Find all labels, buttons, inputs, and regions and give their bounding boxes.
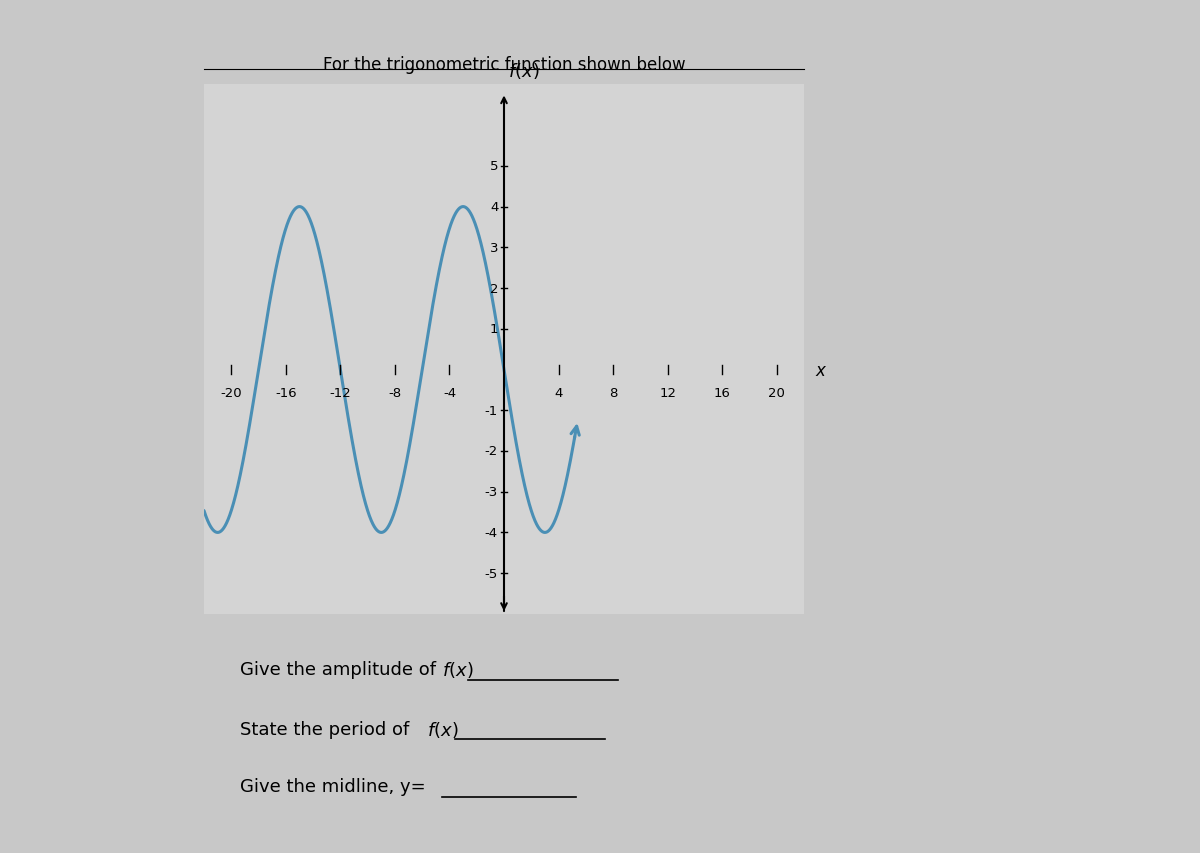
- Text: 3: 3: [490, 241, 498, 254]
- Text: 16: 16: [714, 386, 731, 399]
- Text: -1: -1: [484, 404, 497, 417]
- Text: 4: 4: [554, 386, 563, 399]
- Text: -2: -2: [484, 445, 497, 458]
- Text: -4: -4: [443, 386, 456, 399]
- Text: -3: -3: [484, 485, 497, 499]
- Text: 5: 5: [490, 160, 498, 173]
- Text: 12: 12: [659, 386, 676, 399]
- Text: 2: 2: [490, 282, 498, 295]
- Text: Give the midline, y=: Give the midline, y=: [240, 777, 426, 796]
- Text: 4: 4: [490, 200, 498, 214]
- Text: 20: 20: [768, 386, 785, 399]
- Text: $x$: $x$: [815, 361, 827, 379]
- Text: State the period of: State the period of: [240, 720, 415, 739]
- Text: -4: -4: [484, 526, 497, 539]
- Text: $f(x)$: $f(x)$: [508, 61, 540, 81]
- Text: -16: -16: [275, 386, 296, 399]
- Text: Give the amplitude of: Give the amplitude of: [240, 660, 442, 679]
- Text: -20: -20: [221, 386, 242, 399]
- Text: 8: 8: [608, 386, 617, 399]
- Text: $f(x)$: $f(x)$: [427, 719, 458, 740]
- Text: $f(x)$: $f(x)$: [442, 659, 473, 680]
- Text: For the trigonometric function shown below: For the trigonometric function shown bel…: [323, 55, 685, 73]
- Text: -12: -12: [330, 386, 352, 399]
- Text: -8: -8: [389, 386, 402, 399]
- Text: -5: -5: [484, 567, 497, 580]
- Text: 1: 1: [490, 323, 498, 336]
